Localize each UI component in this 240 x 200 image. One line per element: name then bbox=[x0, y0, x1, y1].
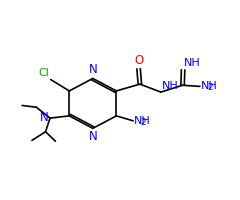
Text: O: O bbox=[134, 54, 143, 67]
Text: Cl: Cl bbox=[39, 68, 49, 78]
Text: NH: NH bbox=[184, 58, 201, 68]
Text: N: N bbox=[89, 63, 97, 76]
Text: 2: 2 bbox=[208, 83, 213, 92]
Text: NH: NH bbox=[201, 81, 217, 91]
Text: NH: NH bbox=[162, 81, 179, 91]
Text: NH: NH bbox=[134, 116, 151, 126]
Text: 2: 2 bbox=[141, 118, 146, 127]
Text: N: N bbox=[40, 111, 49, 124]
Text: N: N bbox=[89, 130, 97, 143]
